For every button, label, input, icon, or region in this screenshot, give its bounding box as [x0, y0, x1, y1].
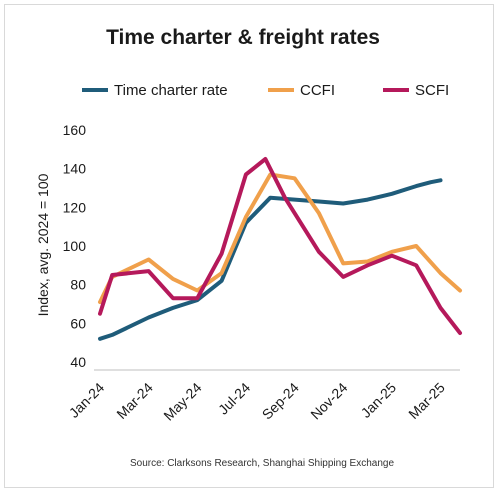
y-tick-label: 60: [70, 315, 86, 331]
series-line-0: [98, 178, 443, 341]
x-tick-label: Mar-24: [113, 379, 156, 422]
legend: Time charter rate CCFI SCFI: [82, 82, 449, 99]
y-axis: 40 60 80 100 120 140 160: [63, 122, 87, 370]
y-tick-label: 140: [63, 161, 87, 177]
y-axis-label: Index, avg. 2024 = 100: [35, 173, 51, 316]
y-tick-label: 160: [63, 122, 87, 138]
x-tick-label: Nov-24: [307, 379, 350, 422]
x-tick-label: Jan-24: [66, 379, 108, 421]
source-note: Source: Clarksons Research, Shanghai Shi…: [130, 458, 394, 469]
x-tick-label: May-24: [160, 379, 204, 423]
legend-label: CCFI: [300, 82, 335, 99]
y-tick-label: 40: [70, 354, 86, 370]
y-tick-label: 100: [63, 238, 87, 254]
x-tick-label: Sep-24: [259, 379, 302, 422]
legend-label: SCFI: [415, 82, 449, 99]
x-tick-label: Jan-25: [358, 379, 400, 421]
x-tick-label: Mar-25: [405, 379, 448, 422]
series-line-1: [98, 172, 462, 305]
series-line-2: [98, 157, 462, 335]
series-layer: [98, 157, 462, 341]
y-tick-label: 120: [63, 199, 87, 215]
x-axis: Jan-24 Mar-24 May-24 Jul-24 Sep-24 Nov-24 Jan-…: [66, 379, 448, 423]
legend-label: Time charter rate: [114, 82, 228, 99]
chart-title: Time charter & freight rates: [106, 26, 380, 49]
x-tick-label: Jul-24: [215, 379, 253, 417]
y-tick-label: 80: [70, 277, 86, 293]
